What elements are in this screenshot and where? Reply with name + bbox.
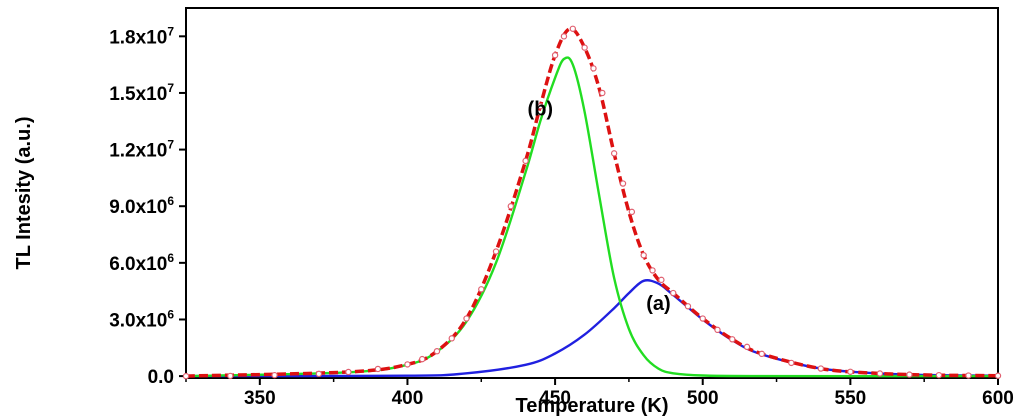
data-point — [935, 371, 943, 379]
x-tick-label: 400 — [392, 388, 424, 409]
data-point — [463, 315, 470, 322]
series-experimental — [182, 25, 1002, 380]
data-point — [965, 372, 972, 379]
data-point — [374, 365, 382, 373]
data-point — [628, 208, 636, 216]
data-point — [994, 372, 1002, 379]
y-tick-label: 9.0x106 — [109, 194, 174, 218]
plot-frame — [185, 7, 999, 379]
data-point — [699, 315, 706, 322]
data-point — [590, 65, 597, 72]
x-axis-label: Temperature (K) — [516, 395, 669, 417]
data-point — [788, 359, 795, 367]
y-axis-label: TL Intesity (a.u.) — [13, 117, 35, 270]
data-point — [569, 25, 577, 32]
data-point — [640, 252, 647, 259]
y-tick-label: 1.8x107 — [109, 24, 174, 48]
y-tick-label: 0.0 — [148, 367, 174, 388]
data-point — [817, 365, 825, 372]
y-tick-label: 3.0x106 — [109, 307, 174, 331]
data-point — [419, 355, 426, 363]
data-point — [271, 371, 278, 379]
data-point — [847, 368, 854, 375]
data-point — [729, 336, 736, 343]
data-point — [758, 350, 765, 358]
data-point — [649, 267, 656, 274]
peak-label: (b) — [528, 99, 554, 121]
annotation-layer: (a) (b) — [528, 99, 671, 315]
data-point — [670, 289, 677, 297]
data-point — [227, 372, 234, 380]
data-point — [619, 180, 627, 187]
data-point — [581, 44, 588, 51]
data-point — [551, 51, 559, 59]
data-point — [478, 286, 485, 293]
data-point — [743, 343, 751, 351]
series-peak-a — [185, 279, 999, 378]
data-point — [404, 361, 411, 368]
data-point — [345, 368, 352, 376]
data-point — [315, 370, 323, 378]
y-tick-label: 1.5x107 — [109, 81, 174, 105]
y-tick-label: 6.0x106 — [109, 251, 174, 275]
data-point — [522, 157, 529, 165]
data-point — [876, 370, 884, 377]
series-layer — [182, 25, 1002, 380]
peak-label: (a) — [646, 293, 670, 315]
series-peak-b — [185, 56, 999, 378]
x-axis-ticks: 350 400 450 500 550 600 — [185, 378, 1014, 409]
data-point — [537, 102, 544, 110]
data-point — [599, 89, 606, 97]
data-point — [610, 150, 618, 157]
data-point — [182, 372, 190, 380]
x-tick-label: 600 — [982, 388, 1014, 409]
data-point — [492, 248, 500, 255]
data-point — [560, 33, 568, 40]
data-point — [906, 371, 913, 378]
x-tick-label: 500 — [687, 388, 719, 409]
data-point — [658, 276, 665, 284]
data-point — [714, 326, 721, 334]
y-tick-label: 1.2x107 — [109, 138, 174, 162]
data-point — [507, 203, 514, 210]
x-tick-label: 450 — [539, 388, 571, 409]
y-axis-ticks: 0.0 3.0x106 6.0x106 9.0x106 1.2x107 1.5x107 1.… — [109, 24, 186, 388]
series-fit — [185, 27, 999, 378]
data-point — [684, 303, 692, 310]
data-point — [448, 335, 455, 342]
x-tick-label: 550 — [835, 388, 867, 409]
x-tick-label: 350 — [244, 388, 276, 409]
data-point — [433, 347, 441, 355]
